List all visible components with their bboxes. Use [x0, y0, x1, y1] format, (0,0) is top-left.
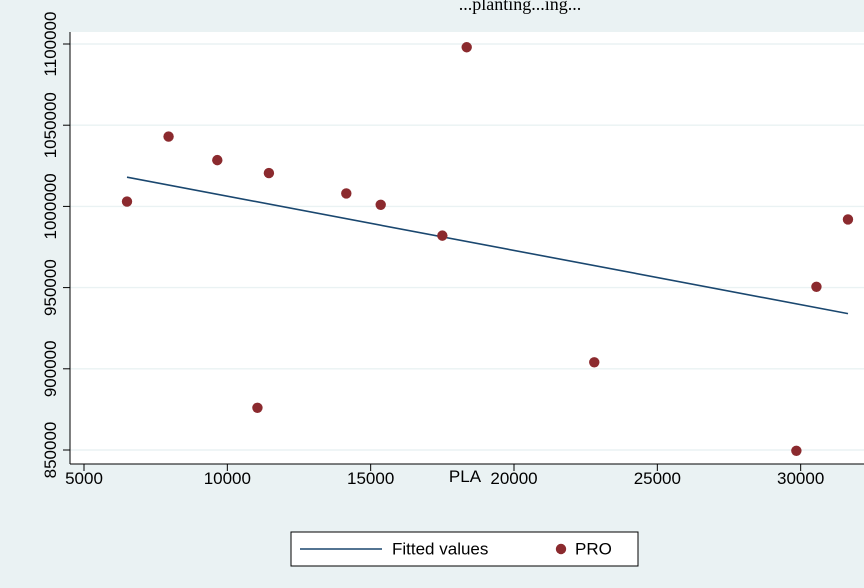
x-tick-label: 25000 [634, 469, 681, 488]
x-axis-title: PLA [449, 467, 482, 486]
data-point [212, 154, 223, 166]
data-point [163, 131, 174, 142]
data-point [252, 402, 263, 413]
x-tick-label: 5000 [65, 469, 103, 488]
fitted-values-line [126, 176, 849, 315]
plot-area [70, 32, 864, 464]
y-tick-label: 900000 [41, 340, 60, 397]
data-point [589, 357, 600, 368]
data-point [811, 281, 822, 292]
y-tick-label: 1100000 [41, 12, 60, 77]
legend-point-swatch [555, 543, 567, 555]
fitted-line-layer [126, 176, 849, 315]
chart-title: ...planting...ing... [459, 0, 582, 14]
data-point [375, 199, 386, 210]
x-tick-label: 20000 [490, 469, 537, 488]
data-point [341, 188, 352, 199]
x-tick-label: 15000 [347, 469, 394, 488]
x-tick-label: 10000 [204, 469, 251, 488]
data-point [791, 445, 802, 457]
x-tick-label: 30000 [777, 469, 824, 488]
legend: Fitted values PRO [290, 531, 639, 567]
data-point [461, 42, 472, 53]
y-tick-label: 850000 [41, 422, 60, 479]
y-tick-label: 950000 [41, 259, 60, 316]
data-point [842, 214, 854, 225]
axes: 850000 900000 950000 1000000 1050000 1100000 5… [41, 12, 864, 488]
scatter-points [121, 42, 854, 457]
data-point [263, 167, 275, 179]
data-point [121, 196, 133, 207]
data-point [437, 230, 448, 241]
y-tick-label: 1000000 [41, 173, 60, 239]
legend-label-pro: PRO [575, 540, 612, 559]
y-tick-label: 1050000 [41, 92, 60, 158]
legend-label-fitted-values: Fitted values [392, 540, 488, 559]
